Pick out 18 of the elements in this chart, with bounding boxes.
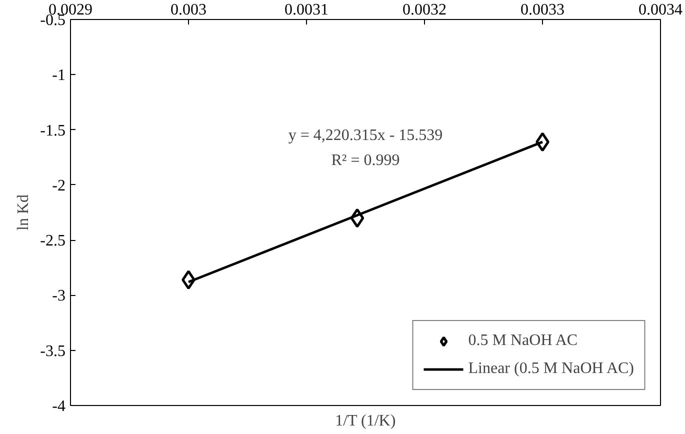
- y-tick-label: -2: [52, 177, 66, 194]
- x-tick-label: 0.0031: [284, 2, 328, 18]
- x-tick-label: 0.003: [170, 2, 206, 18]
- y-tick-label: -1.5: [40, 122, 66, 140]
- legend-label: Linear (0.5 M NaOH AC): [468, 360, 634, 378]
- annotation: y = 4,220.315x - 15.539: [288, 126, 443, 144]
- y-tick-label: -1: [52, 67, 66, 84]
- y-tick-label: -4: [52, 398, 66, 415]
- x-tick-label: 0.0034: [638, 2, 682, 18]
- y-tick-label: -3.5: [40, 342, 66, 360]
- annotation: R² = 0.999: [331, 152, 400, 169]
- x-tick-label: 0.0033: [520, 2, 564, 18]
- x-tick-label: 0.0032: [402, 2, 446, 18]
- y-axis-title: ln Kd: [15, 194, 32, 230]
- x-axis-title: 1/T (1/K): [335, 412, 396, 430]
- y-tick-label: -2.5: [40, 232, 66, 250]
- y-tick-label: -3: [52, 288, 66, 305]
- legend-label: 0.5 M NaOH AC: [468, 332, 578, 350]
